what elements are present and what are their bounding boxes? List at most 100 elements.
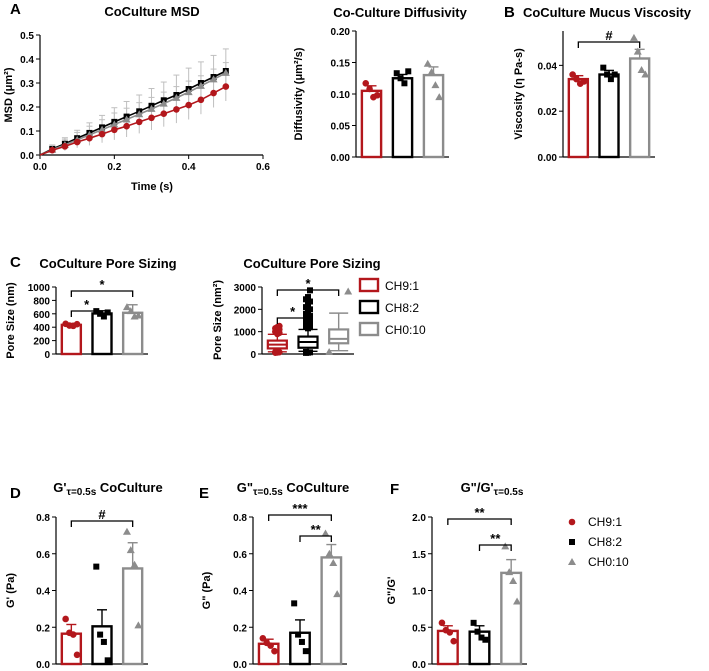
pore_bar-y-tick-label: 1000 [28,283,51,294]
gdoubleprime-title: G"τ=0.5s CoCulture [237,480,350,498]
viscosity-chart: 0.00 0.02 0.04 # CoCulture Mucus Viscosity Vi… [513,5,692,164]
pore_bar-significance-bracket [70,310,103,317]
diffusivity-y-tick-label: 0.05 [331,122,351,133]
viscosity-y-tick-label: 0.02 [538,107,558,118]
marker-square [93,563,100,570]
legend-main-label: CH9:1 [385,279,419,293]
marker-square [474,628,481,635]
gdoubleprime-y-tick-label: 0.4 [233,587,247,598]
legend-main-label: CH0:10 [385,323,426,337]
marker-square [298,638,305,645]
marker-triangle [209,75,218,83]
gdoubleprime-significance-bracket [268,514,332,521]
marker-square [104,309,111,316]
ratio-chart: 0.00.51.01.52.0 ****G"/G'τ=0.5sG"/G' [386,480,527,671]
viscosity-y-label: Viscosity (η Pa-s) [513,48,525,140]
marker-circle [86,134,93,142]
gdoubleprime-title-rest: CoCulture [283,480,349,495]
marker-circle [69,631,77,638]
marker-triangle [641,70,650,78]
marker-square [405,68,412,75]
marker-square [100,638,107,645]
ratio-title: G"/G'τ=0.5s [461,480,524,498]
legend-bottom: CH9:1 CH8:2 CH0:10 [568,515,629,569]
marker-circle [568,518,576,526]
marker-square [97,631,104,638]
pore_bar-y-tick-label: 400 [33,323,50,334]
marker-square [478,634,485,641]
gprime-title: G'τ=0.5s CoCulture [53,480,162,498]
legend-main-label: CH8:2 [385,301,419,315]
ratio-y-label: G"/G' [386,576,398,604]
marker-triangle [134,621,143,629]
ratio-significance-bracket [478,544,512,551]
gprime-chart: 0.0 0.2 0.4 0.6 0.8 # G'τ=0.5s CoCulture G' (Pa… [5,480,163,671]
panel-letter-D: D [10,485,21,502]
marker-triangle [637,65,646,73]
gprime-y-tick-label: 0.6 [36,550,50,561]
msd-x-tick-label: 0.4 [182,162,196,173]
marker-circle [123,122,130,130]
marker-square [600,64,607,71]
msd-chart: 0.0 0.1 0.2 0.3 0.4 0.5 0.0 0.2 0.4 0.6 CoCulture … [3,4,270,193]
marker-square [104,657,111,664]
marker-square [295,631,302,638]
diffusivity-y-tick-label: 0.00 [331,153,351,164]
panel-letter-F: F [390,481,399,498]
legend-bottom-label: CH8:2 [588,535,622,549]
marker-triangle [134,311,143,319]
gprime-significance-label: # [98,507,106,522]
marker-triangle [423,59,432,67]
pore_bar-title: CoCulture Pore Sizing [39,256,176,271]
ratio-y-tick-label: 1.0 [412,587,426,598]
marker-square [470,619,477,626]
pore_bar-y-label: Pore Size (nm) [5,282,17,359]
gprime-y-tick-label: 0.4 [36,587,50,598]
marker-circle [450,637,458,645]
marker-circle [62,615,69,623]
diffusivity-bar-CH9-1 [360,89,383,159]
ratio-title-subscript: τ=0.5s [494,487,524,498]
marker-square [291,600,298,607]
marker-triangle [431,81,440,89]
marker-triangle [333,590,342,598]
msd-y-tick-label: 0.5 [20,31,34,42]
marker-triangle [98,125,107,133]
panel-letter-E: E [199,485,209,502]
pore_bar-bar-CH9-1 [60,323,83,356]
pore-box-significance-bracket [276,289,340,296]
marker-square [569,539,575,545]
marker-triangle [633,47,642,55]
marker-circle [366,85,373,93]
ratio-title-main: G"/G' [461,480,494,495]
marker-circle [73,651,81,659]
marker-square [307,298,313,305]
marker-triangle [629,33,638,41]
marker-triangle [509,576,518,584]
marker-square [302,648,309,655]
marker-triangle [196,81,205,89]
pore_bar-y-tick-label: 0 [44,350,50,361]
gdoubleprime-y-tick-label: 0.8 [233,513,247,524]
pore_bar-y-tick-label: 800 [33,296,50,307]
pore_bar-y-tick-label: 600 [33,310,50,321]
pore_bar-bar-CH8-2 [91,312,113,356]
gprime-title-rest: CoCulture [96,480,162,495]
panel-letter-B: B [504,4,515,21]
diffusivity-y-label: Diffusivity (μm²/s) [293,47,305,140]
marker-square [393,70,400,77]
ratio-bar-CH0-10 [500,571,523,666]
marker-triangle [325,549,334,557]
gdoubleprime-title-subscript: τ=0.5s [253,487,283,498]
gdoubleprime-significance-bracket [299,535,332,542]
pore_bar-y-tick-label: 200 [33,337,50,348]
marker-square [401,80,408,87]
marker-circle [272,348,279,356]
marker-circle [48,146,56,154]
marker-square [604,71,611,78]
marker-circle [569,71,576,78]
ratio-significance-label: ** [474,505,485,520]
marker-circle [98,130,106,138]
marker-triangle [427,67,436,75]
